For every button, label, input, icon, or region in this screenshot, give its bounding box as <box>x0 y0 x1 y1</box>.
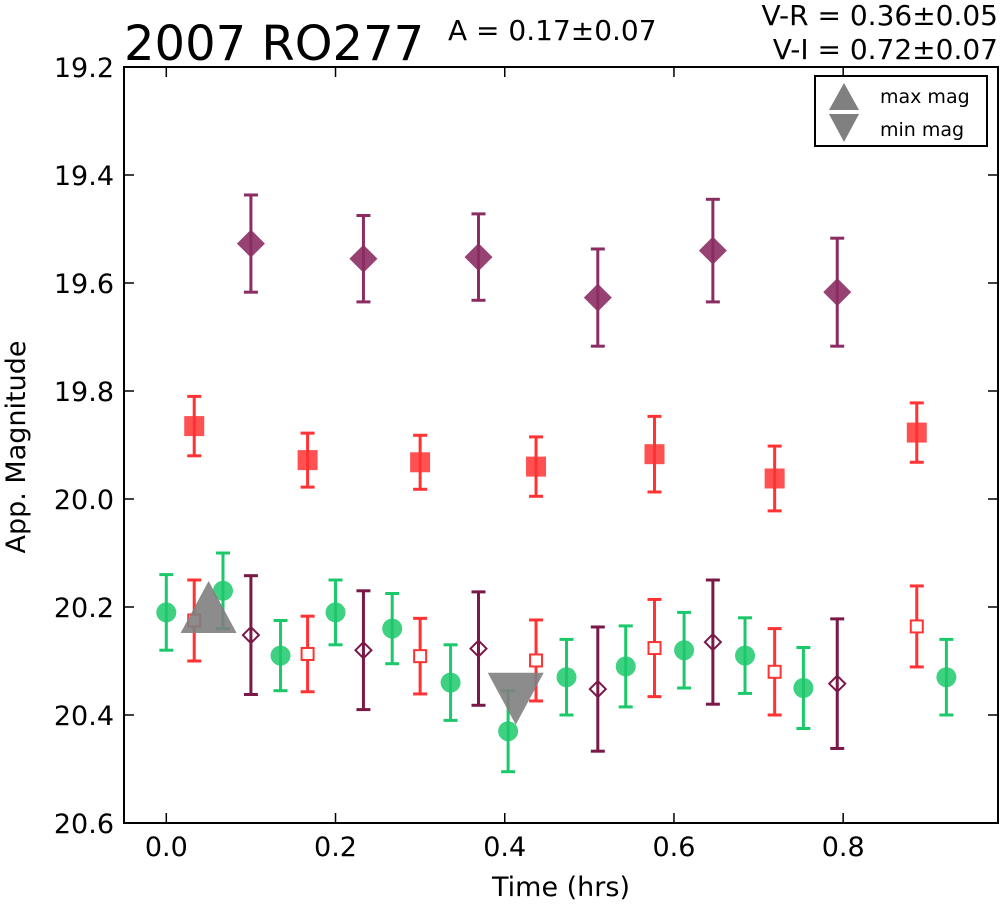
x-tick-label: 0.4 <box>483 832 526 863</box>
data-point-circle <box>156 602 177 623</box>
series-3 <box>187 578 924 717</box>
data-point-open-square <box>529 653 544 668</box>
data-point-circle <box>212 580 233 601</box>
data-point-square <box>410 452 431 473</box>
data-point-diamond <box>823 278 852 307</box>
y-tick-label: 19.8 <box>54 377 114 408</box>
data-point-open-square <box>909 619 924 634</box>
x-tick-label: 0.6 <box>652 832 695 863</box>
data-point-open-diamond <box>354 640 373 660</box>
color-vr-label: V-R = 0.36±0.05 <box>762 0 998 32</box>
data-point-open-square <box>647 641 662 656</box>
plot-area <box>156 193 957 774</box>
data-point-circle <box>735 645 756 666</box>
min-mag-legend-label: min mag <box>880 119 964 141</box>
data-point-open-square <box>767 664 782 679</box>
y-tick-label: 19.2 <box>54 53 114 84</box>
data-point-square <box>297 450 318 471</box>
data-point-open-diamond <box>588 679 608 699</box>
y-tick-label: 20.6 <box>54 809 114 840</box>
series-2 <box>236 193 852 348</box>
plot-frame <box>123 66 999 824</box>
data-point-circle <box>325 602 346 623</box>
data-point-circle <box>556 667 577 688</box>
series-4 <box>241 574 847 753</box>
data-point-square <box>526 456 547 477</box>
data-point-circle <box>270 645 291 666</box>
data-point-diamond <box>349 244 378 273</box>
data-point-circle <box>382 618 403 639</box>
x-tick-label: 0.0 <box>145 832 188 863</box>
x-tick-label: 0.2 <box>314 832 357 863</box>
data-point-open-diamond <box>469 639 488 658</box>
max-mag-marker <box>180 581 237 633</box>
y-tick-label: 20.4 <box>54 701 114 732</box>
min-mag-legend-marker <box>829 114 859 142</box>
series-0 <box>156 551 957 774</box>
x-axis-label: Time (hrs) <box>491 872 630 903</box>
data-point-diamond <box>698 236 727 265</box>
data-point-square <box>644 444 665 465</box>
data-point-circle <box>440 672 461 693</box>
data-point-open-diamond <box>703 632 723 652</box>
max-mag-legend-label: max mag <box>880 86 970 108</box>
max-mag-legend-marker <box>829 83 859 110</box>
data-point-circle <box>615 656 636 677</box>
y-tick-label: 19.6 <box>54 269 114 300</box>
chart-title: 2007 RO277 <box>124 16 424 72</box>
min-mag-marker <box>487 672 544 725</box>
data-point-open-diamond <box>827 674 847 694</box>
data-point-circle <box>793 678 814 698</box>
data-point-diamond <box>236 229 265 258</box>
data-point-diamond <box>464 243 493 272</box>
data-point-circle <box>498 721 519 742</box>
data-point-diamond <box>583 283 612 312</box>
data-point-square <box>906 422 927 443</box>
series-1 <box>184 394 927 513</box>
x-tick-label: 0.8 <box>822 832 865 863</box>
y-tick-label: 19.4 <box>54 161 114 192</box>
data-point-open-square <box>300 646 315 661</box>
data-point-square <box>764 468 785 489</box>
axes: 19.2 19.4 19.6 19.8 20.0 20.2 20.4 20.6 0.0 0.2 0.… <box>54 53 999 863</box>
y-tick-label: 20.2 <box>54 593 114 624</box>
data-point-open-square <box>413 649 428 664</box>
data-point-square <box>184 416 205 437</box>
legend: max mag min mag <box>814 75 988 147</box>
data-point-open-diamond <box>241 625 261 645</box>
color-vi-label: V-I = 0.72±0.07 <box>773 33 998 66</box>
amplitude-label: A = 0.17±0.07 <box>448 14 657 47</box>
y-tick-label: 20.0 <box>54 485 114 516</box>
y-axis-label: App. Magnitude <box>1 341 32 554</box>
data-point-circle <box>936 667 957 688</box>
data-point-circle <box>674 640 695 661</box>
